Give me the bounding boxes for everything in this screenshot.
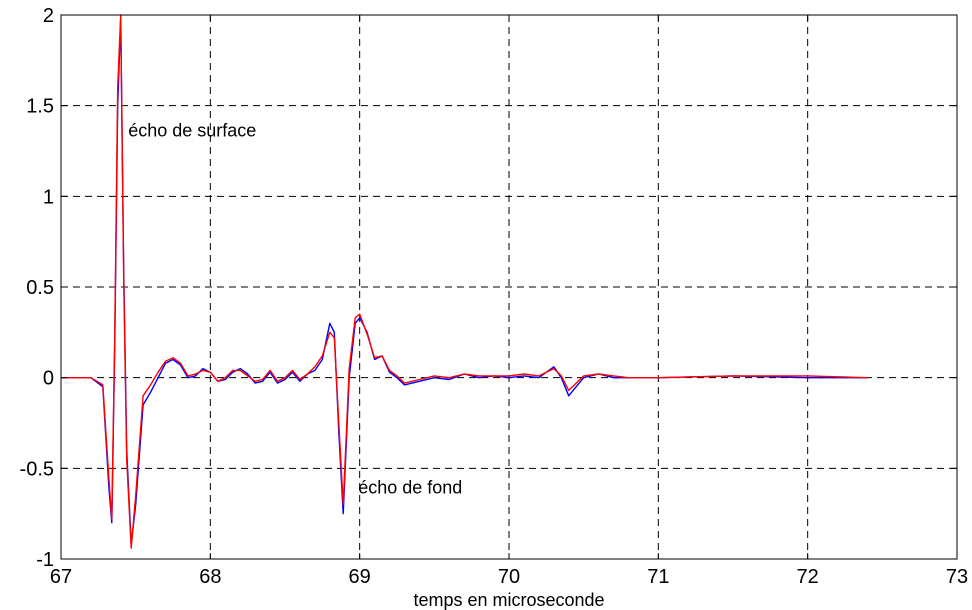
x-tick-label: 68 [199,566,221,588]
y-tick-label: 1 [43,186,54,208]
annotation-bottom-echo: écho de fond [358,478,462,498]
y-tick-label: 1.5 [26,96,54,118]
x-tick-label: 72 [797,566,819,588]
y-tick-label: -0.5 [20,458,54,480]
series-line-2 [61,14,868,549]
ticks [60,14,958,560]
x-tick-labels: 67 68 69 70 71 72 73 [50,566,968,588]
x-tick-label: 69 [349,566,371,588]
annotation-surface-echo: écho de surface [128,121,256,141]
x-tick-label: 73 [946,566,968,588]
y-tick-label: 0 [43,368,54,390]
x-axis-label: temps en microseconde [413,590,604,610]
x-tick-label: 71 [647,566,669,588]
y-tick-label: -1 [36,549,54,571]
y-tick-label: 0.5 [26,277,54,299]
series-layer [61,14,868,549]
y-tick-label: 2 [43,5,54,27]
y-tick-labels: -1 -0.5 0 0.5 1 1.5 2 [20,5,54,571]
x-tick-label: 67 [50,566,72,588]
x-tick-label: 70 [498,566,520,588]
